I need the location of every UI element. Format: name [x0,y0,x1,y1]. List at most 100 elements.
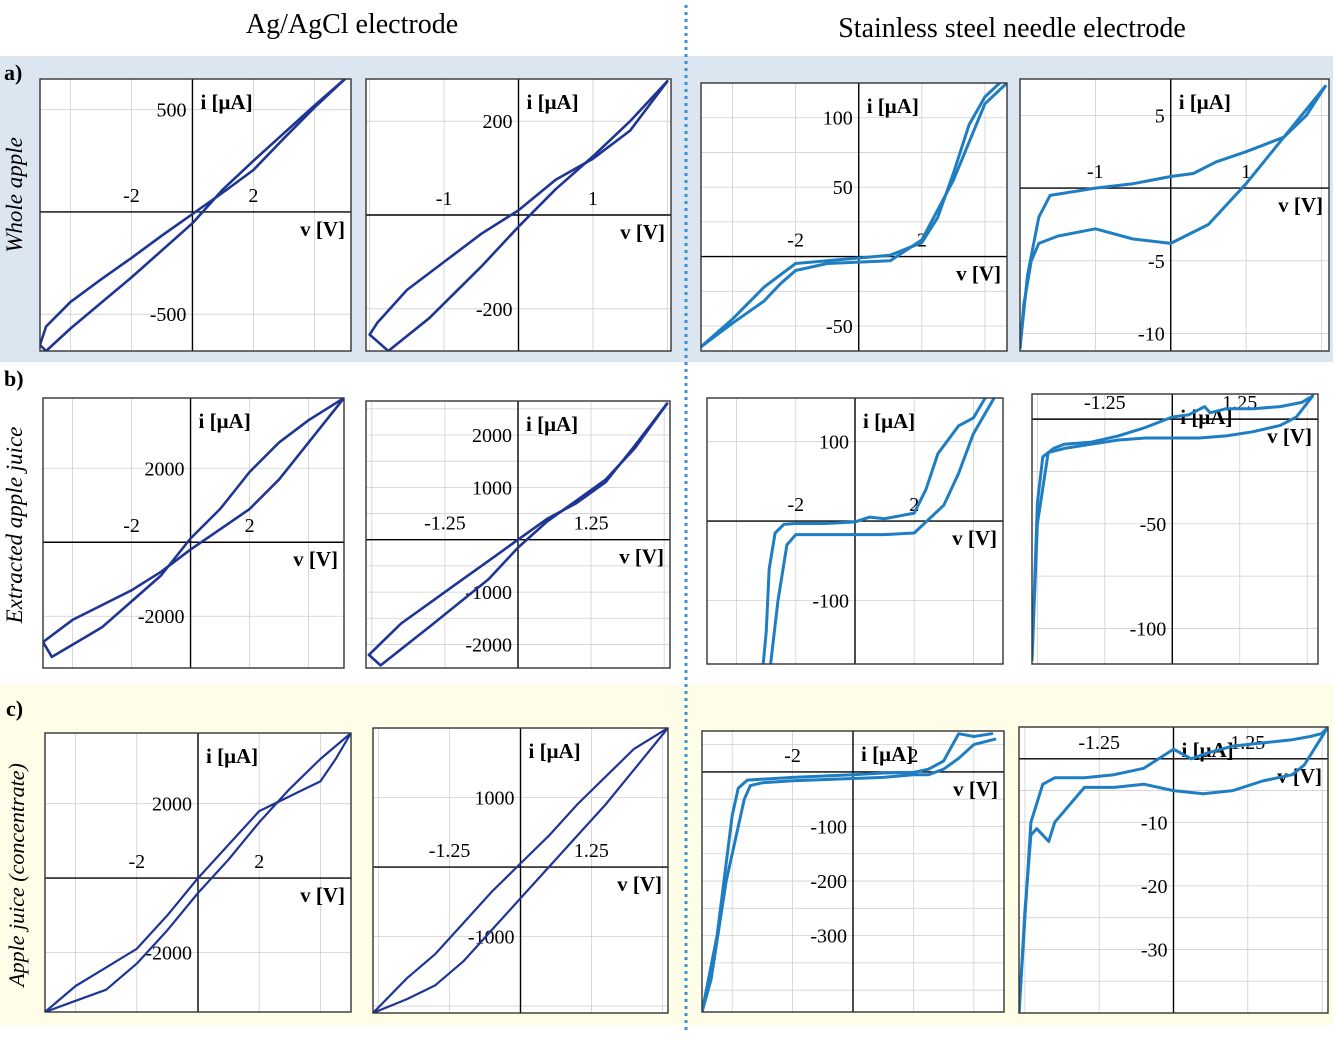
series-group [43,398,344,659]
cv-trace-0 [761,398,987,664]
x-tick-label: -1 [1087,161,1104,183]
plot-frame [701,730,1005,1013]
cv-trace-1 [43,398,344,644]
x-tick-label: -1.25 [1078,732,1120,754]
x-tick-label: 1 [588,188,598,210]
x-tick-label: 1.25 [574,513,609,535]
x-tick-label: 1 [1241,161,1251,183]
panels: -2 2 500 -500 v [V] i [μA] -1 1 200 -200 v [V] i [μ… [39,78,1330,1014]
x-axis-label: v [V] [619,545,664,569]
series-group [367,402,669,667]
cv-trace-1 [1020,84,1327,350]
x-tick-label: -2 [787,494,804,516]
x-tick-label: 1.25 [1230,732,1265,754]
y-tick-label: -300 [810,926,847,948]
row-label-1: Extracted apple juice [2,427,27,625]
y-tick-label: -5 [1148,251,1165,273]
plot-frame [1019,78,1330,352]
y-tick-label: -500 [150,304,187,326]
cv-trace-1 [769,398,996,664]
y-axis-label: i [μA] [206,744,258,768]
y-tick-label: -20 [1141,876,1168,898]
y-axis-label: i [μA] [199,409,251,433]
y-axis-label: i [μA] [527,90,579,114]
x-tick-label: -1.25 [1084,392,1126,414]
y-tick-label: -100 [812,590,849,612]
y-axis-label: i [μA] [1179,90,1231,114]
cv-trace-0 [40,79,347,351]
cv-trace-0 [45,733,351,1012]
series-group [373,728,668,1013]
plot-frame [372,727,669,1014]
series-group [40,79,347,351]
cv-trace-1 [373,728,668,1013]
series-group [761,398,996,664]
series-group [702,732,997,1012]
x-axis-label: v [V] [956,262,1001,286]
series-group [1019,727,1328,1013]
cv-trace-1 [45,733,351,1012]
plot-frame [700,82,1008,352]
y-tick-label: -2000 [138,606,185,628]
series-group [1020,84,1327,350]
chart-c3: -2 2 -100 -200 -300 v [V] i [μA] [701,730,1005,1013]
x-tick-label: -1 [436,188,453,210]
x-tick-label: 2 [254,851,264,873]
y-tick-label: -200 [810,871,847,893]
plot-area [1020,79,1329,351]
y-tick-label: 100 [823,108,853,130]
cv-trace-1 [1032,394,1315,662]
x-tick-label: -2 [784,745,801,767]
y-tick-label: 200 [483,111,513,133]
y-tick-label: 100 [819,432,849,454]
row-letter-2: c) [6,696,23,721]
y-tick-label: -100 [1130,618,1167,640]
x-axis-label: v [V] [952,526,997,550]
row-label-2: Apple juice (concentrate) [4,763,29,989]
y-axis-label: i [μA] [526,412,578,436]
plot-frame [44,732,352,1013]
x-axis-label: v [V] [617,872,662,896]
series-group [45,733,351,1012]
y-tick-label: 2000 [152,794,192,816]
x-axis-label: v [V] [300,883,345,907]
cv-trace-0 [1019,727,1328,1013]
plot-frame [39,78,352,352]
plot-area [701,83,1007,351]
row-letter-0: a) [4,60,22,85]
chart-b1: -2 2 2000 -2000 v [V] i [μA] [42,397,345,669]
plot-frame [1018,726,1329,1014]
y-tick-label: 50 [833,177,853,199]
x-axis-label: v [V] [620,220,665,244]
chart-c1: -2 2 2000 -2000 v [V] i [μA] [44,732,352,1013]
plot-frame [706,397,1004,665]
cv-trace-1 [367,402,669,657]
chart-a2: -1 1 200 -200 v [V] i [μA] [365,78,672,352]
cv-trace-1 [702,737,997,1012]
x-tick-label: 2 [245,515,255,537]
plot-frame [365,400,671,669]
cv-trace-0 [373,728,668,1013]
row-labels: a) Whole apple b) Extracted apple juice c) Ap… [2,60,29,989]
y-axis-label: i [μA] [863,409,915,433]
plot-area [40,79,351,351]
plot-frame [42,397,345,669]
x-tick-label: 2 [909,494,919,516]
cv-trace-0 [368,80,669,351]
x-tick-label: -2 [123,185,140,207]
plot-area [43,398,344,668]
y-tick-label: 1000 [475,788,515,810]
y-tick-label: -200 [476,299,513,321]
x-tick-label: 2 [248,185,258,207]
y-axis-label: i [μA] [529,739,581,763]
y-tick-label: -2000 [145,942,192,964]
series-group [368,80,669,351]
series-group [701,83,1007,349]
row-label-0: Whole apple [2,137,27,253]
y-tick-label: -10 [1141,812,1168,834]
y-tick-label: -100 [810,816,847,838]
cv-trace-0 [702,732,994,1012]
y-tick-label: 1000 [472,477,512,499]
